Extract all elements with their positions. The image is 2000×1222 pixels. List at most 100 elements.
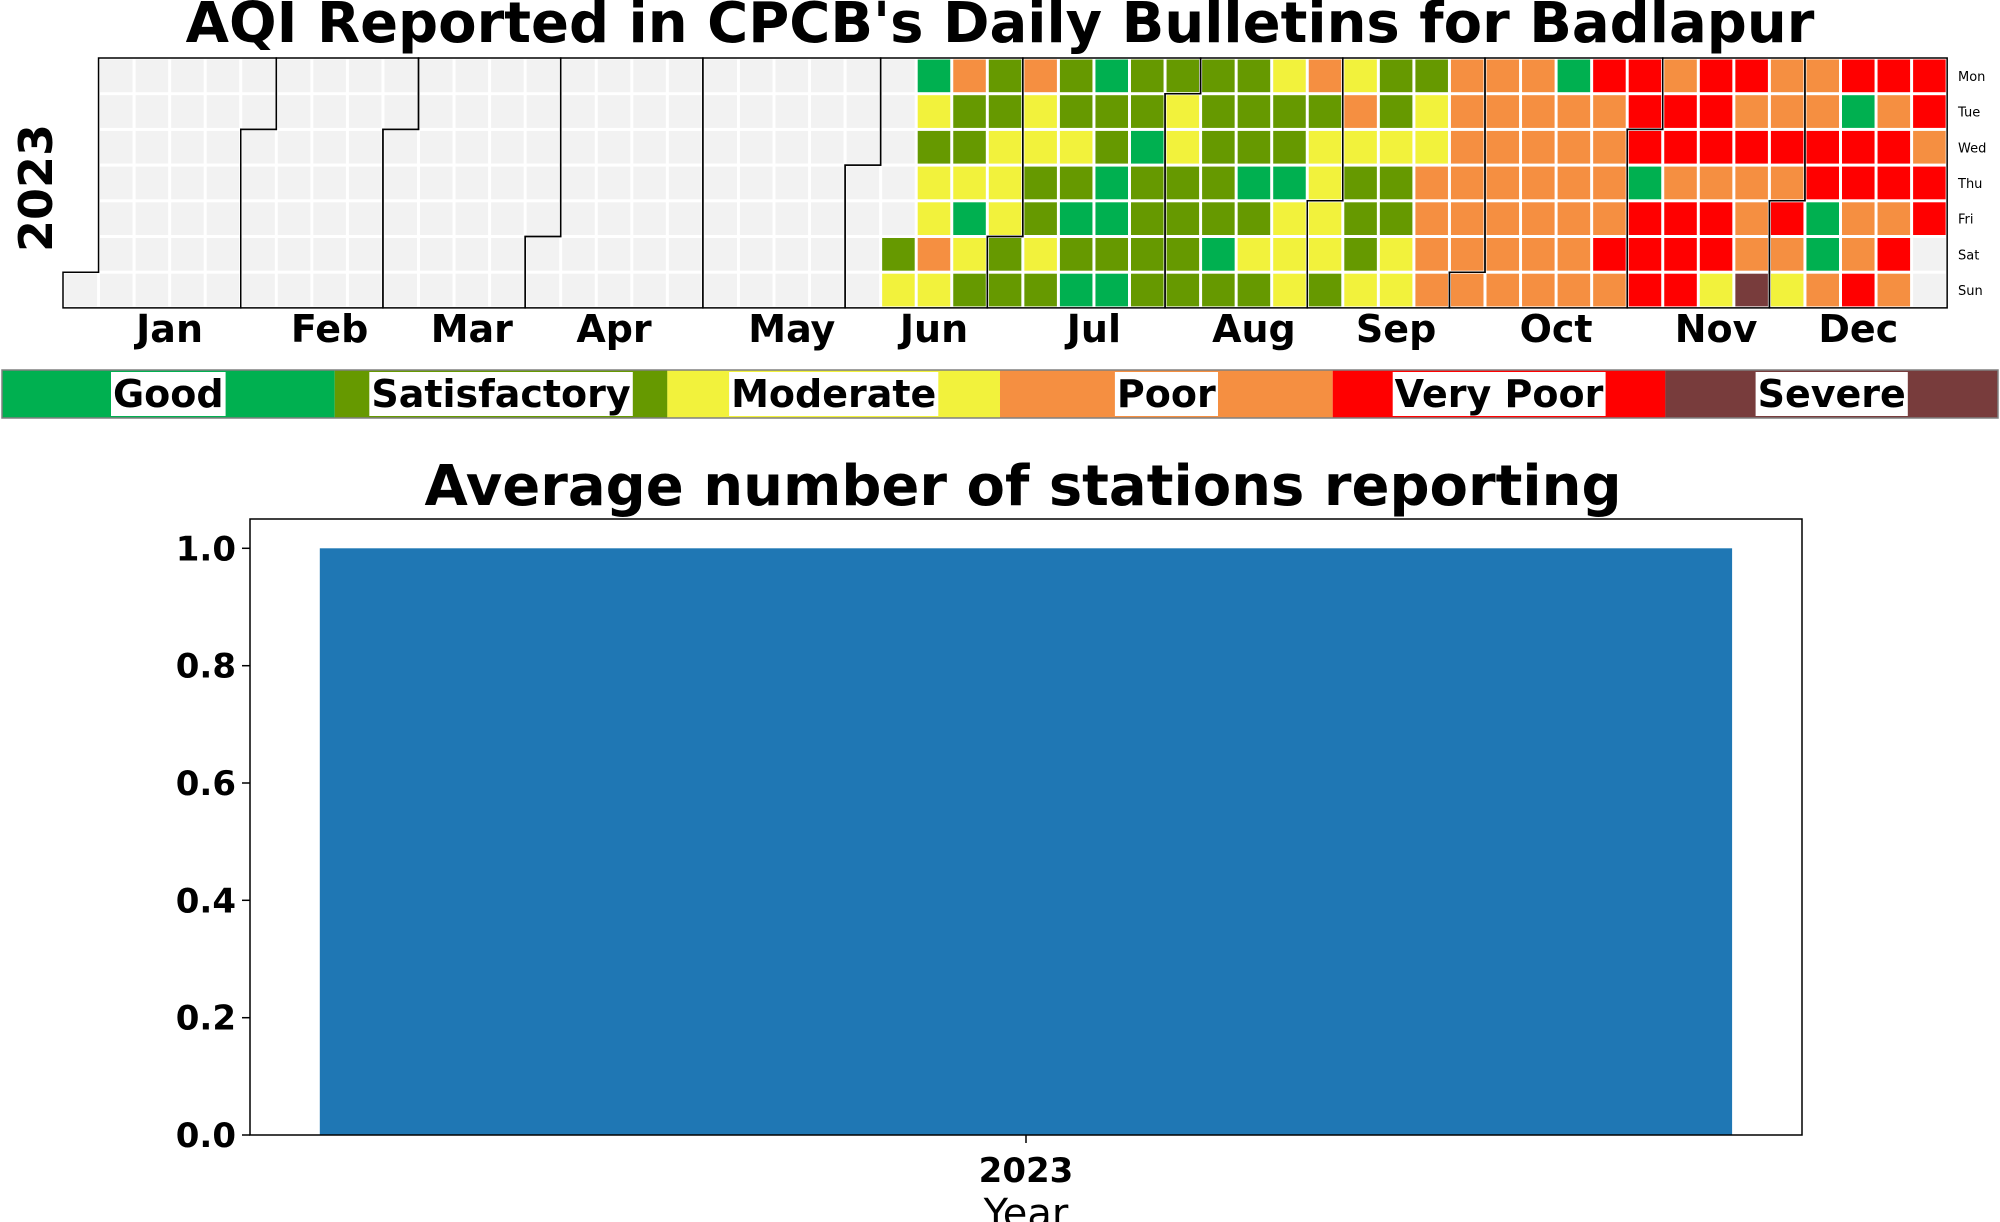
day-cell <box>348 202 382 235</box>
day-cell <box>1699 95 1733 128</box>
legend-label-bg <box>729 372 939 416</box>
day-cell <box>1486 130 1520 164</box>
day-cell <box>1095 95 1128 128</box>
day-cell <box>455 202 489 235</box>
month-borders <box>62 57 1948 309</box>
day-cell <box>704 166 737 200</box>
day-cell <box>1059 130 1093 164</box>
day-cell <box>384 59 417 93</box>
day-cell <box>1664 130 1697 164</box>
day-cell <box>704 59 737 93</box>
weekday-label: Sat <box>1958 248 1979 263</box>
day-cell <box>1059 273 1093 307</box>
day-cell <box>882 95 915 128</box>
day-cell <box>1237 273 1271 307</box>
legend-label: Satisfactory <box>371 372 631 416</box>
day-cell <box>1273 202 1306 235</box>
day-cell <box>1024 59 1057 93</box>
month-label: Dec <box>1818 307 1898 351</box>
day-cell <box>811 166 844 200</box>
day-cell <box>348 59 382 93</box>
day-cell <box>1664 238 1697 271</box>
day-cell <box>1166 130 1200 164</box>
day-cell <box>1593 202 1626 235</box>
day-cell <box>1842 130 1875 164</box>
day-cell <box>1415 202 1448 235</box>
day-cell <box>1237 130 1271 164</box>
day-cell <box>882 273 915 307</box>
day-cell <box>562 166 595 200</box>
day-cell <box>1059 166 1093 200</box>
day-cell <box>882 59 915 93</box>
day-cell <box>1379 59 1413 93</box>
day-cell <box>633 273 666 307</box>
day-cell <box>1450 202 1484 235</box>
legend-label: Good <box>113 372 224 416</box>
day-cell <box>739 59 773 93</box>
day-cell <box>348 166 382 200</box>
day-cell <box>775 238 809 271</box>
day-cell <box>1379 238 1413 271</box>
day-cell <box>420 166 453 200</box>
day-cell <box>100 273 133 307</box>
day-cell <box>1735 202 1768 235</box>
day-cell <box>562 59 595 93</box>
day-cell <box>206 238 240 271</box>
weekday-label: Tue <box>1957 106 1980 121</box>
day-cell <box>1806 202 1839 235</box>
day-cell <box>1344 59 1377 93</box>
day-cell <box>526 95 560 128</box>
day-cell <box>1237 166 1271 200</box>
day-cell <box>135 273 169 307</box>
day-cell <box>1842 166 1875 200</box>
day-cell <box>1522 238 1555 271</box>
day-cell <box>1059 238 1093 271</box>
month-label: Oct <box>1520 307 1593 351</box>
day-cell <box>1557 273 1591 307</box>
day-cell <box>1735 273 1768 307</box>
day-cell <box>775 95 809 128</box>
day-cell <box>1557 59 1591 93</box>
day-cell <box>775 59 809 93</box>
day-cell <box>526 59 560 93</box>
day-cell <box>420 130 453 164</box>
day-cell <box>953 59 986 93</box>
day-cell <box>1095 238 1128 271</box>
day-cell <box>1877 273 1911 307</box>
day-cell <box>633 166 666 200</box>
day-cell <box>1770 202 1804 235</box>
day-cell <box>739 273 773 307</box>
day-cell <box>135 238 169 271</box>
day-cell <box>313 59 346 93</box>
y-tick-label: 0.8 <box>176 647 236 687</box>
day-cell <box>739 95 773 128</box>
day-cell <box>1806 95 1839 128</box>
day-cell <box>1735 59 1768 93</box>
day-cell <box>206 273 240 307</box>
day-cell <box>1273 130 1306 164</box>
day-cell <box>775 273 809 307</box>
day-cell <box>1095 59 1128 93</box>
day-cell <box>1166 238 1200 271</box>
day-cell <box>384 202 417 235</box>
day-cell <box>1308 202 1342 235</box>
category-legend: Good Satisfactory Moderate Poor Very Poor Sev… <box>1 369 1999 419</box>
month-label: Jul <box>1064 307 1121 351</box>
day-cell <box>1557 95 1591 128</box>
day-cell <box>1166 273 1200 307</box>
day-cell <box>1877 130 1911 164</box>
day-cell <box>1735 166 1768 200</box>
legend-label-bg <box>1114 372 1218 416</box>
day-cell <box>1308 238 1342 271</box>
month-label: Feb <box>291 307 368 351</box>
day-cell <box>455 95 489 128</box>
day-cell <box>313 166 346 200</box>
day-cell <box>1522 130 1555 164</box>
day-cell <box>917 95 951 128</box>
day-cell <box>1628 130 1662 164</box>
day-cell <box>562 238 595 271</box>
day-cell <box>171 273 204 307</box>
day-cell <box>811 59 844 93</box>
day-cell <box>562 95 595 128</box>
day-cell <box>1059 202 1093 235</box>
